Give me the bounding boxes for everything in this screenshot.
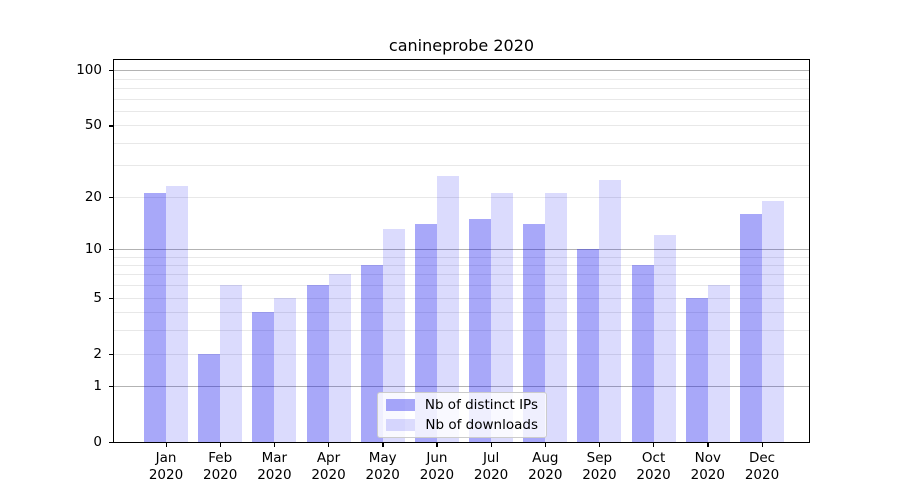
bar-downloads-aug (545, 192, 568, 442)
x-tick (653, 443, 655, 447)
chart-title: canineprobe 2020 (388, 36, 535, 55)
bar-downloads-mar (274, 297, 297, 442)
x-tick (490, 443, 492, 447)
bar-downloads-jan (166, 185, 188, 442)
x-tick (544, 443, 547, 447)
minor-gridline (114, 125, 809, 127)
minor-gridline (114, 353, 809, 355)
bar-distinct-ips-jul (469, 218, 492, 442)
legend-swatch-downloads (386, 419, 415, 431)
major-gridline (114, 386, 809, 388)
minor-gridline (114, 196, 809, 198)
x-tick-label: May 2020 (365, 450, 400, 483)
minor-gridline (114, 110, 809, 112)
bar-downloads-sep (599, 179, 622, 442)
x-tick-label: Mar 2020 (257, 450, 292, 483)
y-tick-label: 0 (93, 434, 102, 450)
legend-item-downloads: Nb of downloads (386, 416, 538, 433)
bar-distinct-ips-apr (306, 285, 329, 442)
legend-label-distinct-ips: Nb of distinct IPs (424, 396, 538, 413)
bar-downloads-jul (491, 192, 514, 442)
x-tick-label: Nov 2020 (690, 450, 725, 483)
bar-downloads-oct (653, 235, 676, 442)
y-tick (109, 386, 113, 388)
minor-gridline (114, 87, 809, 89)
x-tick-label: Dec 2020 (744, 450, 780, 483)
major-gridline (114, 70, 809, 72)
minor-gridline (114, 142, 809, 144)
y-tick-label: 50 (84, 117, 102, 134)
y-tick-label: 5 (93, 289, 102, 306)
bar-distinct-ips-jan (144, 192, 166, 442)
x-tick (328, 443, 330, 447)
minor-gridline (114, 165, 809, 167)
x-tick-label: Oct 2020 (636, 450, 671, 483)
bar-distinct-ips-mar (252, 312, 275, 442)
minor-gridline (114, 78, 809, 80)
minor-gridline (114, 312, 809, 314)
x-tick-label: Jan 2020 (148, 450, 184, 483)
bar-distinct-ips-feb (198, 353, 221, 442)
major-gridline (114, 248, 809, 250)
x-tick-label: Sep 2020 (582, 450, 617, 483)
bar-distinct-ips-aug (523, 223, 546, 442)
minor-gridline (114, 256, 809, 258)
y-tick (109, 70, 113, 72)
bar-downloads-feb (220, 285, 243, 442)
bar-distinct-ips-sep (577, 248, 600, 442)
legend-label-downloads: Nb of downloads (425, 416, 538, 433)
y-tick-label: 1 (93, 378, 102, 395)
x-tick-label: Jun 2020 (419, 450, 455, 483)
y-tick (109, 442, 113, 444)
x-tick (436, 443, 438, 447)
bar-downloads-apr (328, 274, 351, 442)
bar-distinct-ips-nov (685, 297, 708, 442)
y-tick-label: 2 (93, 345, 102, 362)
minor-gridline (114, 330, 809, 332)
y-tick (109, 196, 113, 199)
x-tick (165, 443, 167, 447)
x-tick (761, 443, 763, 447)
y-tick-label: 100 (76, 62, 102, 79)
bar-downloads-jun (436, 176, 459, 442)
legend-swatch-distinct-ips (386, 399, 415, 411)
plot-area (113, 59, 810, 443)
bar-distinct-ips-jun (414, 223, 437, 442)
x-tick (219, 443, 222, 447)
x-tick-label: Feb 2020 (203, 450, 238, 483)
x-tick-label: Apr 2020 (311, 450, 346, 483)
legend: Nb of distinct IPs Nb of downloads (377, 392, 547, 438)
bar-distinct-ips-oct (631, 264, 654, 442)
y-tick-label: 10 (84, 240, 102, 257)
legend-item-distinct-ips: Nb of distinct IPs (386, 396, 538, 413)
minor-gridline (114, 264, 809, 266)
y-tick (109, 248, 113, 251)
bar-downloads-nov (707, 285, 730, 442)
x-tick (382, 443, 384, 447)
y-tick-label: 20 (84, 188, 102, 205)
y-tick (109, 353, 113, 355)
minor-gridline (114, 297, 809, 299)
x-tick-label: Jul 2020 (473, 450, 509, 483)
bar-downloads-may (382, 229, 405, 442)
y-tick (109, 125, 113, 127)
x-tick (273, 443, 276, 447)
x-tick (707, 443, 709, 447)
bar-distinct-ips-dec (740, 213, 762, 442)
minor-gridline (114, 274, 809, 276)
x-tick (598, 443, 601, 447)
minor-gridline (114, 98, 809, 100)
x-tick-label: Aug 2020 (528, 450, 563, 483)
minor-gridline (114, 285, 809, 287)
y-tick (109, 297, 113, 299)
bar-downloads-dec (762, 200, 784, 442)
